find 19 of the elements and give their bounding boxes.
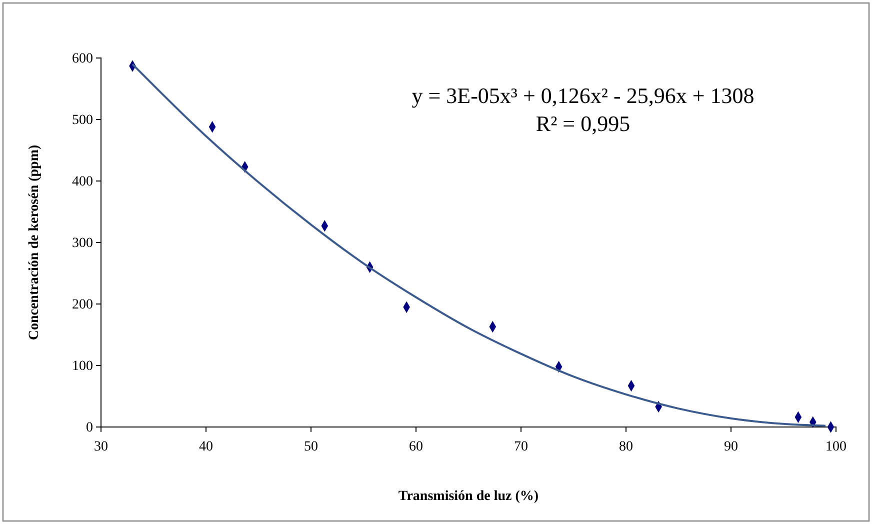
y-tick-label: 300 [72,236,93,251]
y-tick-label: 600 [72,51,93,66]
y-tick-label: 400 [72,174,93,190]
x-tick-label: 80 [619,439,633,454]
annotation: y = 3E-05x³ + 0,126x² - 25,96x + 1308 [412,83,754,108]
x-tick-label: 70 [514,439,528,454]
y-tick-label: 500 [72,112,93,128]
y-tick-label: 0 [86,420,93,436]
annotation: R² = 0,995 [536,111,630,136]
x-axis-title: Transmisión de luz (%) [398,489,539,504]
x-tick-label: 100 [826,439,846,454]
x-tick-label: 50 [304,439,318,454]
x-tick-label: 60 [409,439,423,454]
y-tick-label: 100 [72,358,93,374]
y-axis-title: Concentración de kerosén (ppm) [27,144,42,340]
x-tick-label: 90 [724,439,738,454]
x-tick-label: 40 [199,439,213,454]
y-tick-label: 200 [72,297,93,312]
x-tick-label: 30 [94,439,108,454]
